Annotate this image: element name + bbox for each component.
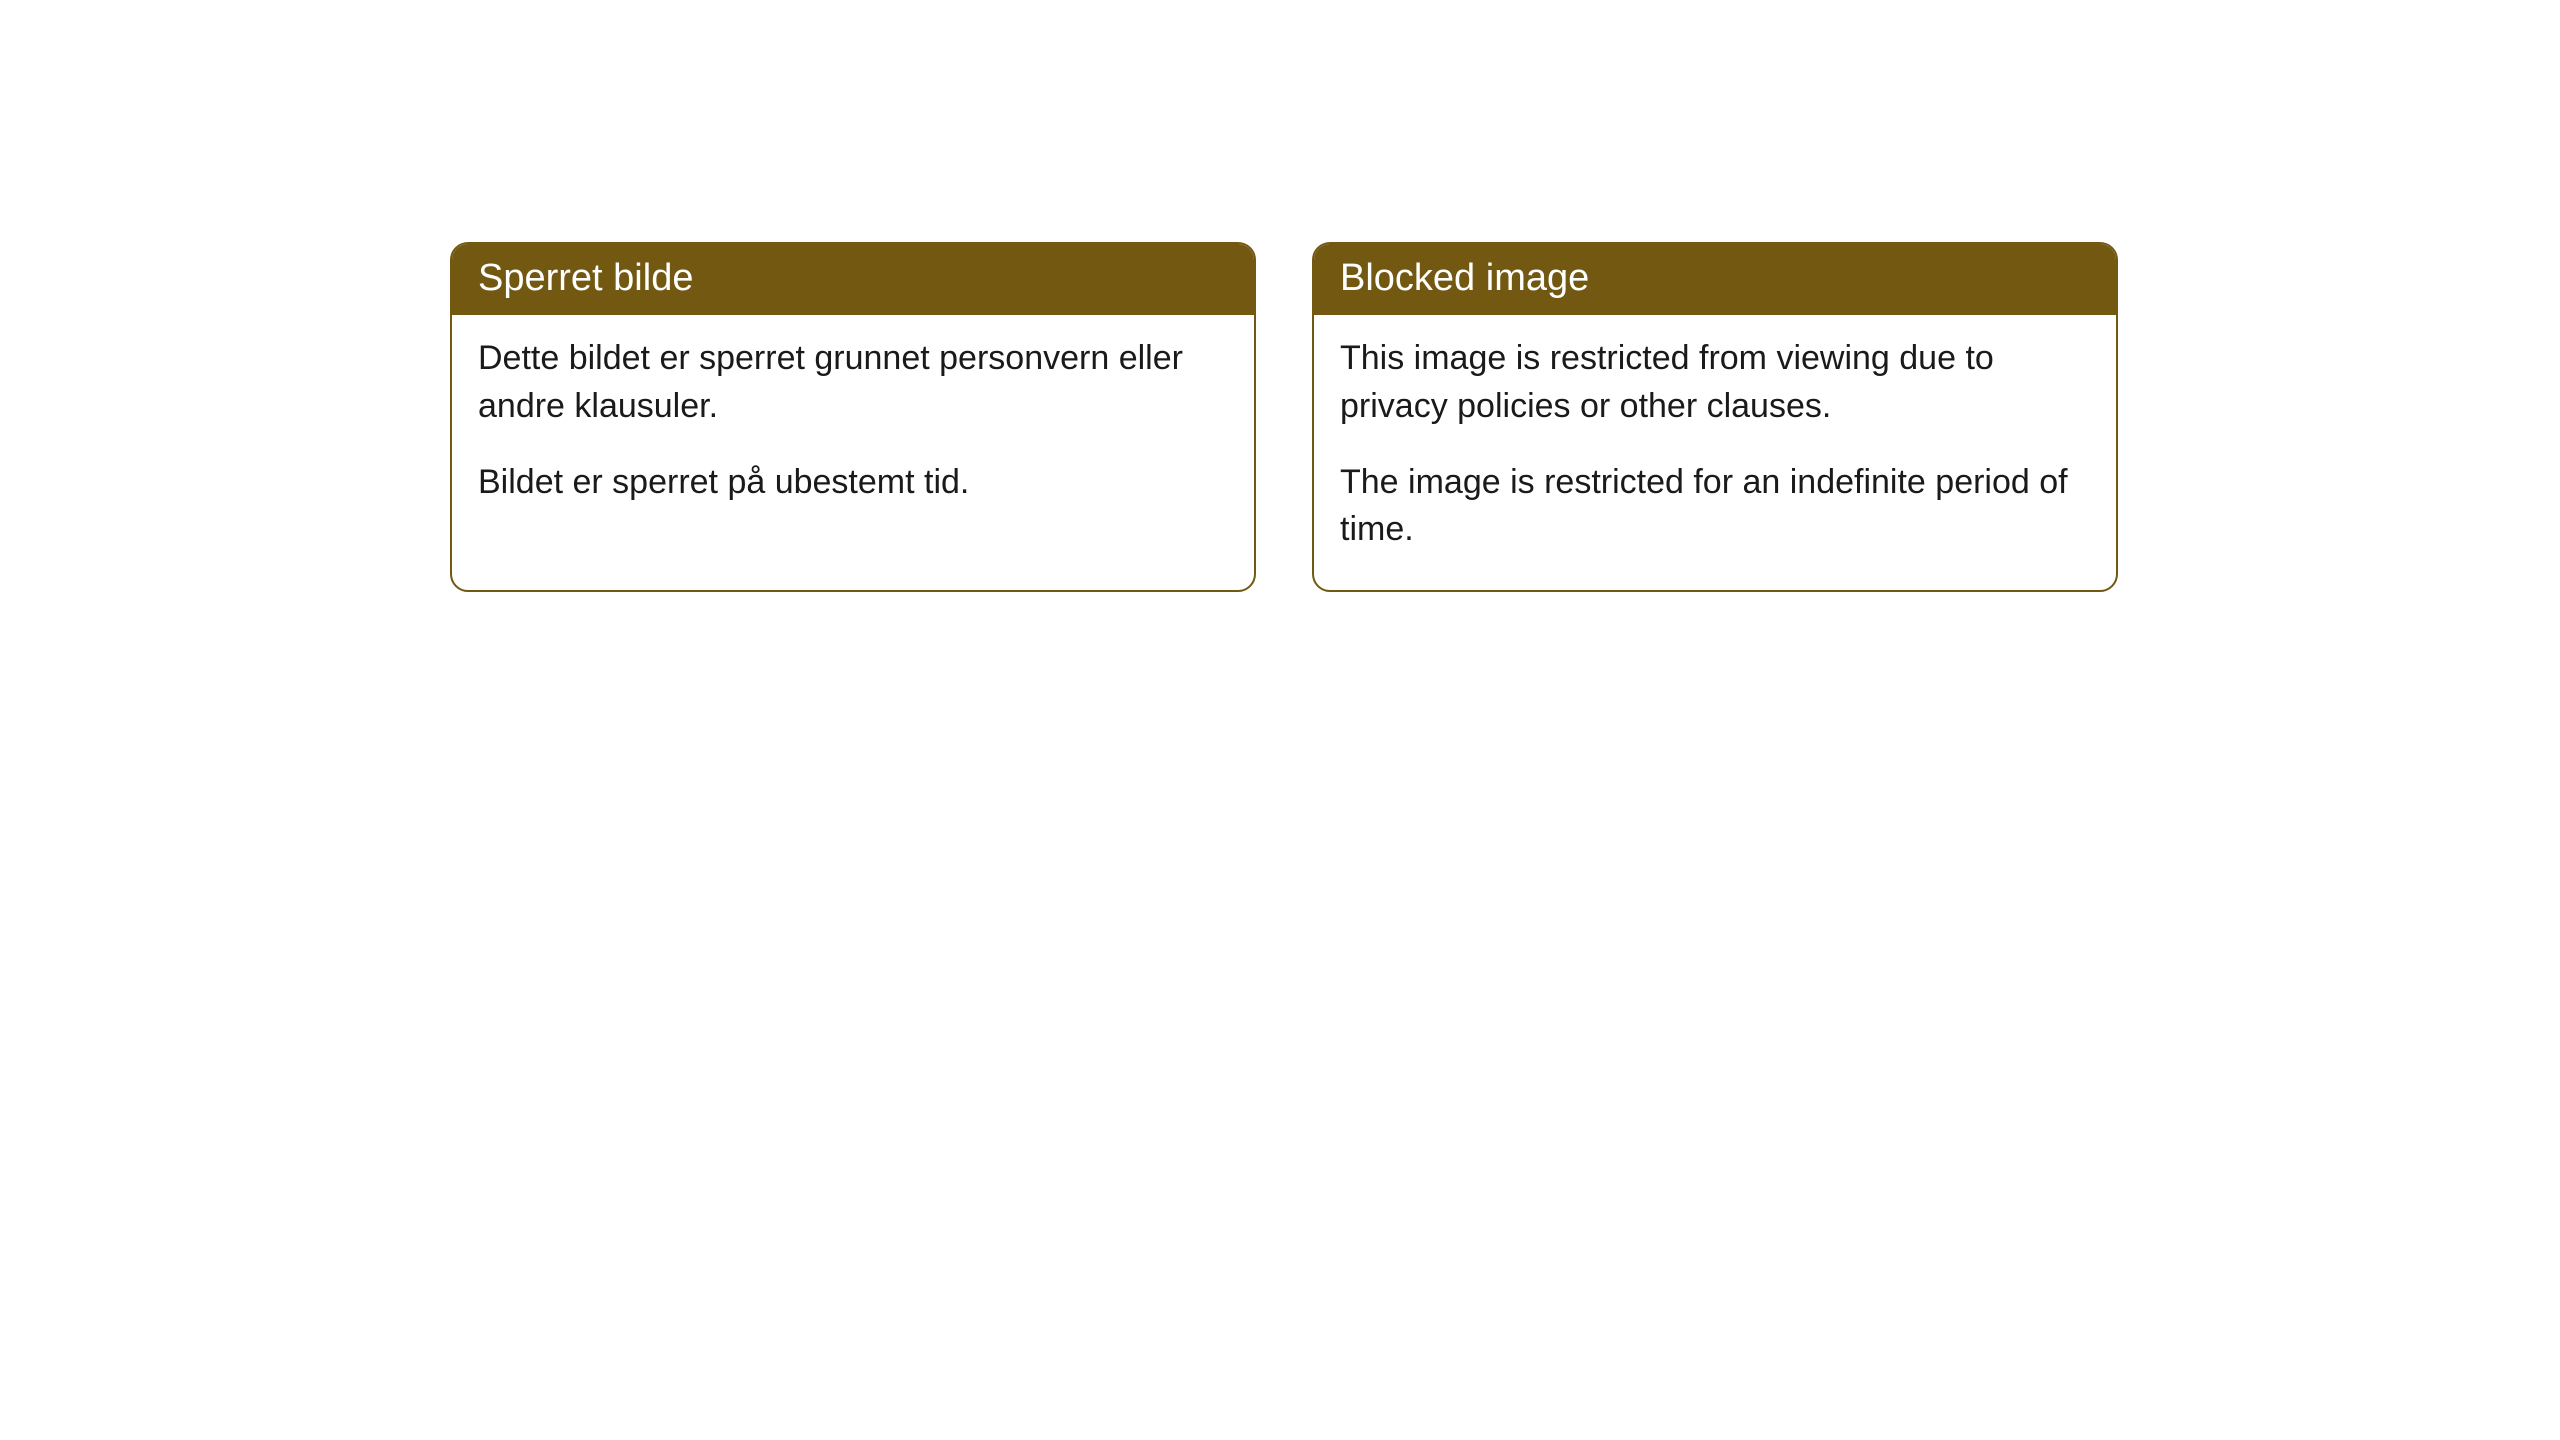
notice-paragraph: Bildet er sperret på ubestemt tid. bbox=[478, 459, 1228, 507]
notice-body-english: This image is restricted from viewing du… bbox=[1314, 315, 2116, 589]
notice-paragraph: Dette bildet er sperret grunnet personve… bbox=[478, 335, 1228, 430]
notice-header-english: Blocked image bbox=[1314, 244, 2116, 315]
notice-header-norwegian: Sperret bilde bbox=[452, 244, 1254, 315]
notice-paragraph: This image is restricted from viewing du… bbox=[1340, 335, 2090, 430]
notice-card-norwegian: Sperret bilde Dette bildet er sperret gr… bbox=[450, 242, 1256, 592]
notice-paragraph: The image is restricted for an indefinit… bbox=[1340, 459, 2090, 554]
notice-body-norwegian: Dette bildet er sperret grunnet personve… bbox=[452, 315, 1254, 542]
notice-container: Sperret bilde Dette bildet er sperret gr… bbox=[0, 0, 2560, 592]
notice-card-english: Blocked image This image is restricted f… bbox=[1312, 242, 2118, 592]
